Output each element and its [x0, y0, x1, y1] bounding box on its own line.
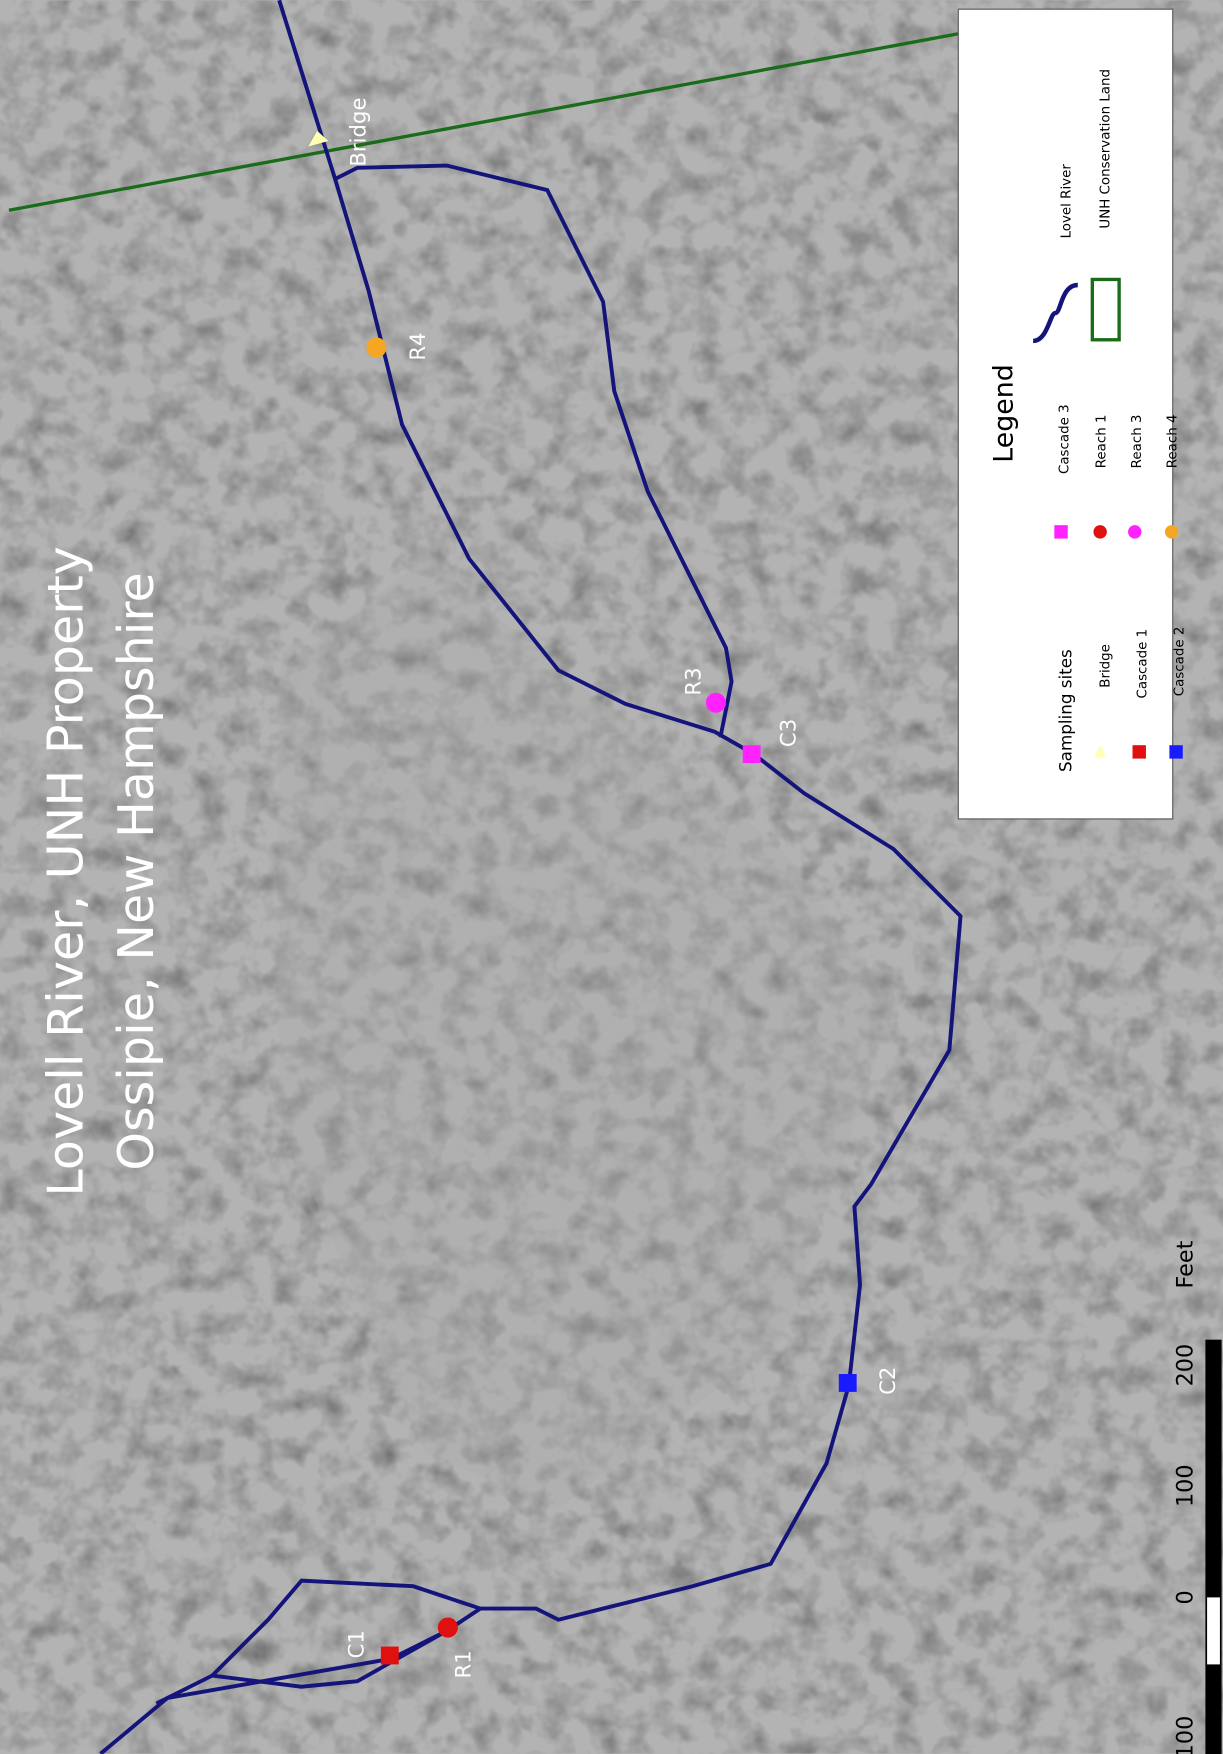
c2-marker [839, 1374, 857, 1392]
legend-heading: Sampling sites [1056, 649, 1076, 772]
c1-marker [381, 1647, 399, 1665]
legend-label: Lovel River [1060, 164, 1075, 239]
site-label: R3 [682, 667, 707, 695]
scale-unit: Feet [1173, 1240, 1199, 1288]
c3-marker [743, 745, 761, 763]
legend: Legend Sampling sites Bridge Cascade 1 C… [958, 9, 1187, 819]
legend-label: UNH Conservation Land [1099, 69, 1114, 229]
legend-label: Cascade 2 [1172, 627, 1187, 697]
site-label: C2 [876, 1367, 901, 1395]
title-line: Lovell River, UNH Property [37, 546, 95, 1196]
legend-title: Legend [989, 364, 1020, 462]
scale-label: 100 [1173, 1464, 1199, 1507]
title-line: Ossipie, New Hampshire [107, 572, 165, 1170]
r1-marker [438, 1618, 458, 1638]
legend-label: Bridge [1099, 644, 1114, 688]
scale-segment [1206, 1341, 1221, 1598]
scale-label: 200 [1173, 1344, 1199, 1387]
legend-symbol [1054, 525, 1067, 538]
legend-symbol [1128, 525, 1141, 538]
r3-marker [706, 693, 726, 713]
page: {"header":{"title_lines":["Lovell River,… [0, 0, 1223, 1754]
legend-label: Cascade 3 [1057, 404, 1072, 474]
legend-label: Reach 4 [1166, 415, 1181, 469]
legend-symbol [1165, 525, 1178, 538]
site-label: C3 [777, 719, 802, 747]
scale-segment [1206, 1664, 1221, 1753]
legend-symbol [1133, 745, 1146, 758]
map: Lovell River, UNH Property Ossipie, New … [0, 0, 1223, 1754]
scale-label: 0 [1173, 1590, 1199, 1604]
site-label: Bridge [347, 97, 372, 166]
scale-label: 100 [1173, 1716, 1199, 1754]
legend-symbol [1093, 525, 1106, 538]
legend-label: Cascade 1 [1136, 629, 1151, 699]
site-label: C1 [344, 1630, 369, 1658]
r4-marker [366, 338, 386, 358]
legend-label: Reach 1 [1094, 415, 1109, 469]
legend-symbol [1169, 745, 1182, 758]
site-label: R4 [406, 332, 431, 360]
legend-label: Reach 3 [1130, 415, 1145, 469]
site-label: R1 [452, 1650, 477, 1678]
